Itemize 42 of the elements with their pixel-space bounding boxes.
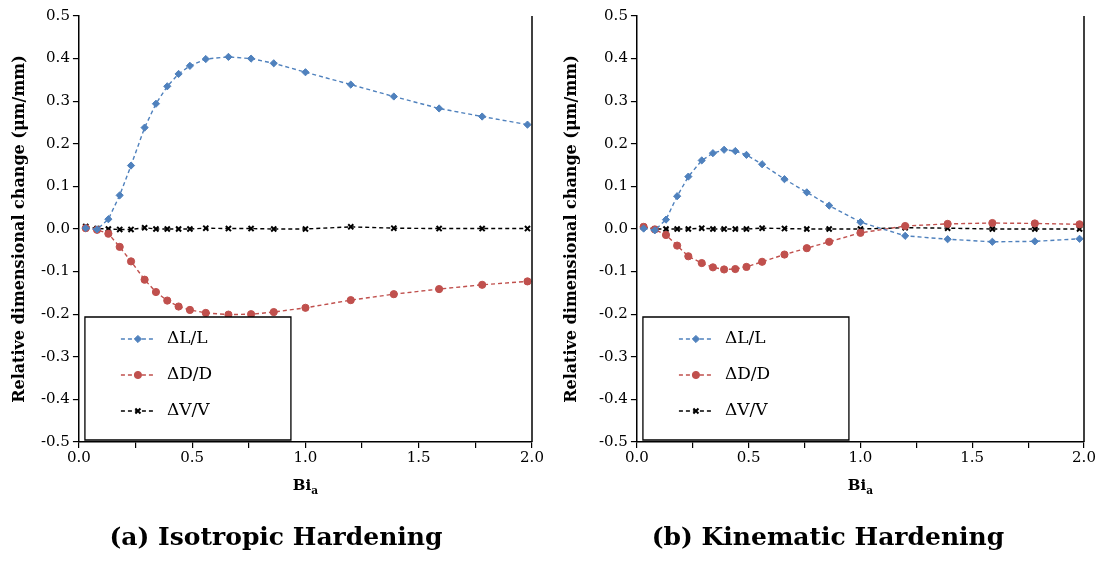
y-tick-label: 0.3 — [46, 91, 70, 110]
x-tick-label: 1.0 — [848, 448, 873, 467]
x-tick-label: 0.5 — [180, 448, 205, 467]
y-tick-label: -0.1 — [598, 261, 628, 280]
y-axis-title: Relative dimensional change (μm/mm) — [9, 55, 28, 403]
y-tick-label: 0.3 — [604, 91, 628, 110]
y-tick-label: -0.2 — [40, 304, 70, 323]
legend-label: ΔD/D — [724, 363, 771, 384]
y-tick-label: 0.2 — [46, 133, 70, 152]
x-tick-label: 1.5 — [960, 448, 985, 467]
legend-label: ΔV/V — [724, 399, 769, 420]
y-tick-label: 0.0 — [46, 218, 70, 237]
x-tick-label: 1.5 — [406, 448, 431, 467]
text: (b) Kinematic Hardening — [650, 522, 1006, 551]
y-tick-label: -0.4 — [598, 389, 628, 408]
legend-label: ΔL/L — [724, 327, 766, 348]
y-tick-label: 0.1 — [46, 176, 70, 195]
y-axis-title: Relative dimensional change (μm/mm) — [561, 55, 580, 403]
y-tick-label: -0.3 — [40, 346, 70, 365]
legend-label: ΔD/D — [166, 363, 213, 384]
y-tick-label: 0.4 — [46, 48, 70, 67]
y-tick-label: 0.2 — [604, 133, 628, 152]
y-tick-label: 0.0 — [604, 218, 628, 237]
y-tick-label: -0.2 — [598, 304, 628, 323]
legend-label: ΔV/V — [166, 399, 211, 420]
y-tick-label: 0.4 — [604, 48, 628, 67]
y-tick-label: 0.1 — [604, 176, 628, 195]
x-tick-label: 0.5 — [736, 448, 761, 467]
x-tick-label: 1.0 — [293, 448, 318, 467]
x-tick-label: 0.0 — [624, 448, 649, 467]
y-tick-label: 0.5 — [604, 5, 628, 24]
x-tick-label: 2.0 — [1072, 448, 1096, 467]
y-tick-label: -0.5 — [40, 431, 70, 450]
y-tick-label: -0.5 — [598, 431, 628, 450]
legend-label: ΔL/L — [166, 327, 208, 348]
y-tick-label: -0.1 — [40, 261, 70, 280]
y-tick-label: -0.3 — [598, 346, 628, 365]
x-tick-label: 0.0 — [66, 448, 91, 467]
y-tick-label: -0.4 — [40, 389, 70, 408]
text: (a) Isotropic Hardening — [108, 522, 444, 551]
x-tick-label: 2.0 — [520, 448, 544, 467]
y-tick-label: 0.5 — [46, 5, 70, 24]
